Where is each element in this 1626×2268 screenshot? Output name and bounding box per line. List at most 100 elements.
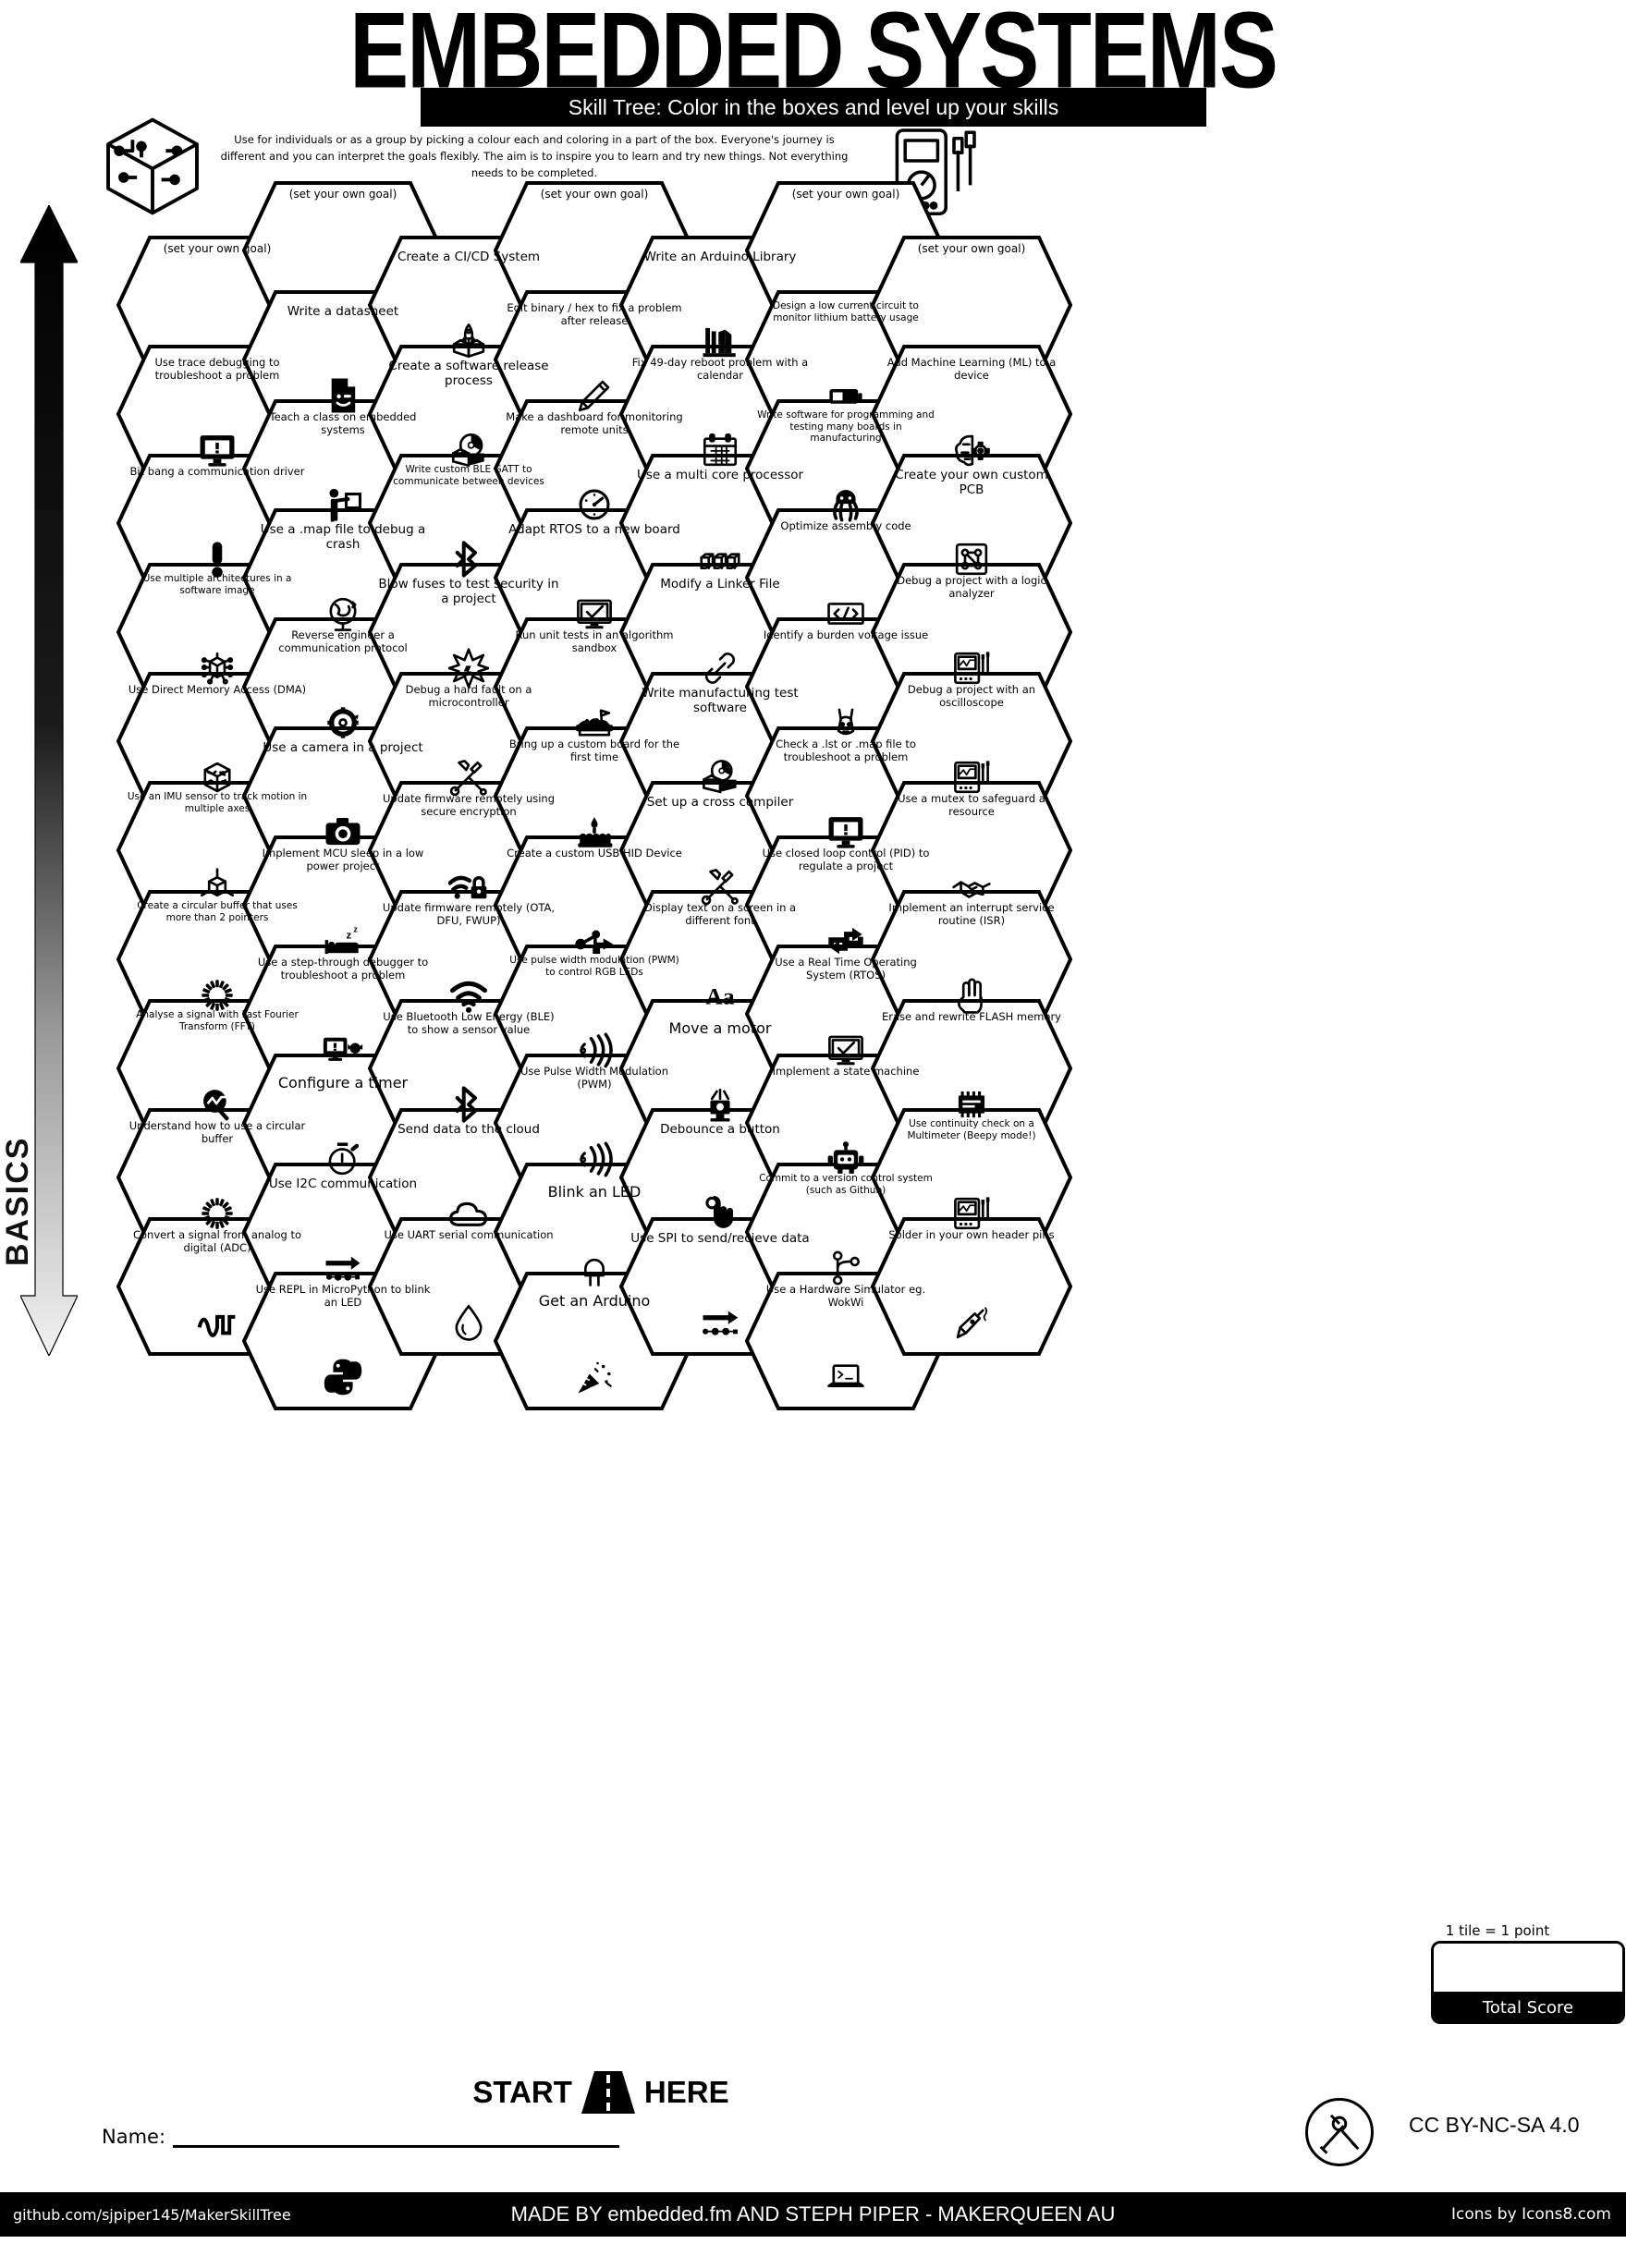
skill-tile[interactable]: Solder in your own header pins	[870, 1217, 1073, 1356]
skill-tile-label: Create a software release process	[388, 359, 549, 388]
skill-tile-label: Optimize assembly code	[780, 519, 911, 532]
signal-waves-icon	[574, 1030, 615, 1070]
skill-tile[interactable]: Add Machine Learning (ML) to a device	[870, 345, 1073, 483]
skill-tile-label: Use SPI to send/recieve data	[630, 1231, 810, 1246]
font-aa-icon: Aa	[700, 975, 740, 1016]
link-icon	[700, 648, 740, 689]
signal-waves-icon	[574, 1139, 615, 1179]
skill-tile[interactable]: Erase and rewrite FLASH memory	[870, 999, 1073, 1138]
books-icon	[700, 321, 740, 361]
skill-tile-label: Set up a cross compiler	[646, 795, 794, 810]
score-label: Total Score	[1434, 1992, 1622, 2021]
octopus-icon	[825, 484, 866, 525]
score-input[interactable]	[1434, 1944, 1622, 1992]
skill-tile-label: Debug a project with an oscilloscope	[907, 683, 1036, 709]
globe-map-icon	[323, 593, 363, 634]
skill-tile-label: Teach a class on embedded systems	[269, 410, 417, 436]
skill-tile-label: Display text on a screen in a different …	[643, 901, 797, 927]
wifi-lock-icon	[448, 866, 489, 907]
skill-tile[interactable]: Get an Arduino	[493, 1272, 696, 1410]
name-input[interactable]	[173, 2129, 619, 2148]
skill-tile[interactable]: Debug a project with an oscilloscope	[870, 672, 1073, 811]
donkey-icon	[825, 702, 866, 743]
skill-tile-label: (set your own goal)	[288, 188, 397, 201]
skill-tile-label: Use Pulse Width Modulation (PWM)	[520, 1065, 668, 1091]
skill-tile-label: Write a datasheet	[287, 304, 399, 319]
calendar-icon	[700, 430, 740, 470]
skill-tile-label: (set your own goal)	[791, 188, 900, 201]
page-title: EMBEDDED SYSTEMS	[349, 0, 1278, 112]
skill-tile-label: Blow fuses to test security in a project	[378, 577, 559, 606]
hex-outline	[870, 1217, 1073, 1356]
name-label: Name:	[102, 2126, 166, 2148]
skill-tile-label: Use pulse width modulation (PWM) to cont…	[509, 955, 679, 978]
skill-tile-label: Adapt RTOS to a new board	[508, 522, 680, 537]
sandbox-icon	[574, 702, 615, 743]
skill-tile-label: Debug a hard fault on a microcontroller	[405, 683, 532, 709]
skill-tile-label: (set your own goal)	[540, 188, 649, 201]
footer-icons-credit[interactable]: Icons by Icons8.com	[1451, 2205, 1611, 2224]
gear-cycle-icon	[323, 702, 363, 743]
tile-point-note: 1 tile = 1 point	[1445, 1922, 1550, 1939]
circular-buffer-icon	[197, 1193, 238, 1234]
skill-tile-label: Use Bluetooth Low Energy (BLE) to show a…	[383, 1010, 555, 1036]
skill-tile-label: Use continuity check on a Multimeter (Be…	[907, 1118, 1036, 1141]
camera-icon	[323, 811, 363, 852]
skill-tile[interactable]: Implement an interrupt service routine (…	[870, 890, 1073, 1029]
axes-cube-icon	[197, 866, 238, 907]
skill-tile-label: Configure a timer	[277, 1074, 409, 1091]
exclamation-icon	[197, 539, 238, 579]
skill-tile-label: Use I2C communication	[268, 1177, 418, 1191]
footer-bar: github.com/sjpiper145/MakerSkillTree MAD…	[0, 2192, 1626, 2237]
here-label: HERE	[643, 2075, 729, 2109]
tools-icon	[700, 866, 740, 907]
skill-tile-label: Modify a Linker File	[660, 577, 780, 591]
skill-tile-label: Fix 49-day reboot problem with a calenda…	[631, 356, 809, 382]
skill-tile-label: Update firmware remotely (OTA, DFU, FWUP…	[382, 901, 556, 927]
skill-tile-label: Write custom BLE GATT to communicate bet…	[393, 464, 544, 487]
skill-tile-label: Blink an LED	[547, 1183, 642, 1201]
skill-tile-label: Implement an interrupt service routine (…	[888, 901, 1055, 927]
skill-tile[interactable]: Debug a project with a logic analyzer	[870, 563, 1073, 701]
cake-icon	[574, 811, 615, 852]
skill-tile-label: Use REPL in MicroPython to blink an LED	[255, 1283, 431, 1309]
footer-credit: MADE BY embedded.fm AND STEPH PIPER - MA…	[510, 2202, 1116, 2225]
cube-nodes-icon	[197, 648, 238, 689]
skill-tile-label: Use closed loop control (PID) to regulat…	[762, 847, 930, 872]
circular-buffer-icon	[197, 975, 238, 1016]
svg-text:z: z	[347, 930, 352, 941]
license-text: CC BY-NC-SA 4.0	[1409, 2113, 1580, 2137]
skill-tile-label: Write manufacturing test software	[642, 686, 799, 715]
skill-tile-label: Check a .lst or .map file to troubleshoo…	[776, 738, 916, 763]
battery-icon	[825, 375, 866, 416]
svg-text:Aa: Aa	[705, 983, 734, 1010]
press-button-icon	[700, 1193, 740, 1234]
pcb-icon	[951, 539, 992, 579]
footer-github-link[interactable]: github.com/sjpiper145/MakerSkillTree	[13, 2205, 291, 2224]
skill-tile-label: Commit to a version control system (such…	[759, 1173, 933, 1196]
skill-tile-label: Update firmware remotely using secure en…	[382, 792, 556, 818]
skill-tile-label: Understand how to use a circular buffer	[128, 1119, 306, 1145]
bluetooth-icon	[448, 1084, 489, 1125]
skill-tile-label: Use Direct Memory Access (DMA)	[128, 683, 307, 696]
motor-icon	[700, 1084, 740, 1125]
analyzer-icon	[951, 648, 992, 689]
skill-tile-label: Add Machine Learning (ML) to a device	[886, 356, 1057, 382]
soldering-icon	[951, 1302, 992, 1343]
wave-square-icon	[197, 1302, 238, 1343]
skill-tile-label: Use a step-through debugger to troublesh…	[257, 956, 429, 982]
signal-magnifier-icon	[197, 1084, 238, 1125]
bluetooth-icon	[448, 539, 489, 579]
teacher-icon	[323, 484, 363, 525]
cloud-icon	[448, 1193, 489, 1234]
start-label: START	[472, 2075, 572, 2109]
skill-tile[interactable]: (set your own goal)	[870, 236, 1073, 374]
level-gradient-arrow	[20, 205, 78, 1356]
skill-tile-label: Bring up a custom board for the first ti…	[508, 738, 680, 763]
rocket-box-icon	[448, 321, 489, 361]
factory-test-icon	[700, 757, 740, 798]
laptop-icon	[825, 1357, 866, 1397]
skill-tile-label: Use a mutex to safeguard a resource	[898, 792, 1045, 818]
flash-chip-icon	[951, 1084, 992, 1125]
total-score-box[interactable]: Total Score	[1431, 1941, 1625, 2024]
